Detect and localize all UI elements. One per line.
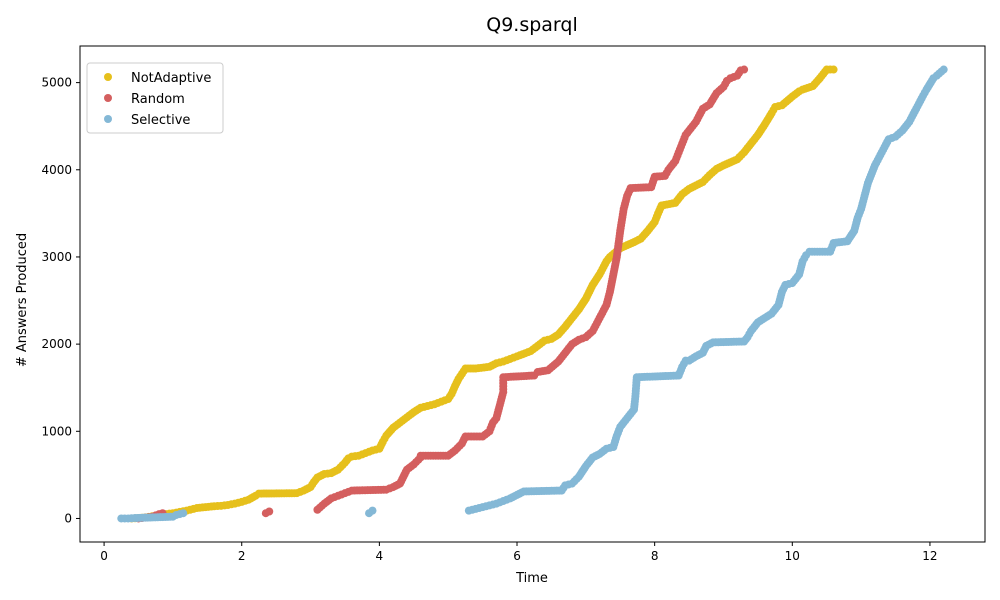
data-points	[117, 65, 948, 523]
data-point	[740, 65, 749, 74]
x-tick-label: 6	[513, 549, 521, 563]
x-tick-label: 12	[922, 549, 937, 563]
x-tick-label: 10	[785, 549, 800, 563]
x-tick-label: 2	[238, 549, 246, 563]
x-axis: 0 2 4 6 8 10 12	[100, 542, 938, 563]
legend-marker	[104, 115, 112, 123]
x-tick-label: 4	[376, 549, 384, 563]
y-tick-label: 0	[64, 511, 72, 525]
legend: NotAdaptive Random Selective	[86, 62, 224, 134]
data-point	[368, 506, 377, 515]
y-tick-label: 1000	[41, 424, 72, 438]
y-tick-label: 3000	[41, 250, 72, 264]
legend-marker	[104, 73, 112, 81]
series-selective	[117, 65, 948, 523]
x-tick-label: 0	[100, 549, 108, 563]
legend-label: Selective	[131, 113, 190, 128]
legend-marker	[104, 94, 112, 102]
chart-title: Q9.sparql	[486, 14, 578, 36]
x-tick-label: 8	[651, 549, 659, 563]
y-axis: 0 1000 2000 3000 4000 5000	[41, 76, 80, 525]
series-random	[134, 65, 749, 523]
legend-label: Random	[131, 92, 185, 107]
y-tick-label: 2000	[41, 337, 72, 351]
data-point	[939, 65, 948, 74]
y-tick-label: 4000	[41, 163, 72, 177]
series-notadaptive	[127, 65, 838, 523]
data-point	[265, 507, 274, 516]
data-point	[829, 65, 838, 74]
y-axis-label: # Answers Produced	[15, 233, 30, 367]
plot-frame	[79, 45, 986, 543]
data-point	[179, 509, 188, 518]
legend-label: NotAdaptive	[131, 71, 211, 86]
x-axis-label: Time	[515, 571, 548, 586]
legend-box	[86, 62, 224, 134]
y-tick-label: 5000	[41, 76, 72, 90]
